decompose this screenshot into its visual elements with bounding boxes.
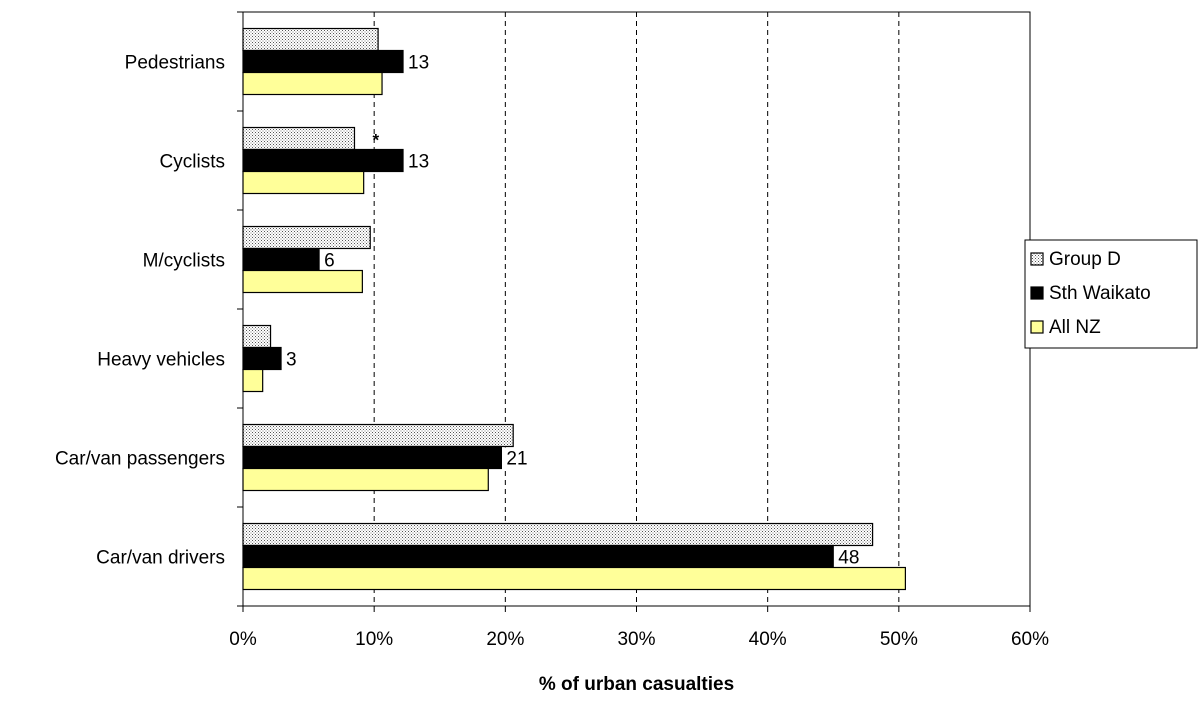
category-label-heavy-vehicles: Heavy vehicles (97, 350, 225, 371)
data-label-heavy-vehicles: 3 (286, 350, 297, 371)
data-label-bg (502, 447, 533, 468)
bar-group-d-m-cyclists (242, 225, 371, 250)
x-tick-label: 40% (749, 629, 787, 650)
bar-group-d-car-van-passengers (242, 423, 514, 448)
legend-swatch-group-d (1030, 252, 1044, 266)
category-label-car-van-drivers: Car/van drivers (96, 548, 225, 569)
x-tick-label: 20% (486, 629, 524, 650)
bar-all-nz-car-van-passengers (242, 467, 489, 492)
bar-all-nz-car-van-drivers (242, 566, 906, 591)
bar-sth-waikato-cyclists (242, 148, 404, 173)
data-label-bg (282, 348, 302, 369)
category-label-car-van-passengers: Car/van passengers (55, 449, 225, 470)
data-label-bg (834, 546, 865, 567)
bar-sth-waikato-car-van-passengers (242, 445, 502, 470)
category-label-m-cyclists: M/cyclists (143, 251, 225, 272)
legend: Group D Sth Waikato All NZ (1024, 239, 1198, 349)
bars (242, 27, 906, 591)
legend-label-all-nz: All NZ (1049, 317, 1101, 338)
bar-all-nz-heavy-vehicles (242, 368, 264, 393)
data-label-bg (320, 249, 340, 270)
x-tick-label: 60% (1011, 629, 1049, 650)
bar-group-d-heavy-vehicles (242, 324, 272, 349)
bar-group-d-cyclists (242, 126, 356, 151)
bar-group-d-car-van-drivers (242, 522, 874, 547)
data-label-m-cyclists: 6 (324, 251, 335, 272)
data-label-car-van-drivers: 48 (838, 548, 859, 569)
bar-sth-waikato-pedestrians (242, 49, 404, 74)
x-tick-label: 0% (229, 629, 257, 650)
bar-sth-waikato-m-cyclists (242, 247, 320, 272)
bar-all-nz-pedestrians (242, 71, 383, 96)
bar-sth-waikato-car-van-drivers (242, 544, 834, 569)
x-tick-label: 50% (880, 629, 918, 650)
category-label-pedestrians: Pedestrians (125, 53, 225, 74)
legend-box (1024, 239, 1198, 349)
data-label-bg (404, 150, 435, 171)
data-label-pedestrians: 13 (408, 53, 429, 74)
bar-all-nz-m-cyclists (242, 269, 363, 294)
legend-swatch-all-nz (1030, 320, 1044, 334)
x-tick-label: 30% (617, 629, 655, 650)
legend-label-sth-waikato: Sth Waikato (1049, 283, 1151, 304)
x-tick-label: 10% (355, 629, 393, 650)
category-label-cyclists: Cyclists (160, 152, 225, 173)
bar-sth-waikato-heavy-vehicles (242, 346, 282, 371)
data-label-bg (404, 51, 435, 72)
axes (237, 11, 1031, 612)
gridlines (373, 12, 900, 606)
bar-group-d-pedestrians (242, 27, 379, 52)
bar-all-nz-cyclists (242, 170, 365, 195)
annotation-asterisk: * (372, 131, 379, 150)
x-axis-title: % of urban casualties (539, 674, 734, 695)
labels: 0% 10% 20% 30% 40% 50% 60% % of urban casualtie… (55, 51, 1049, 695)
data-label-cyclists: 13 (408, 152, 429, 173)
legend-label-group-d: Group D (1049, 249, 1121, 270)
data-label-car-van-passengers: 21 (506, 449, 527, 470)
legend-swatch-sth-waikato (1030, 286, 1044, 300)
